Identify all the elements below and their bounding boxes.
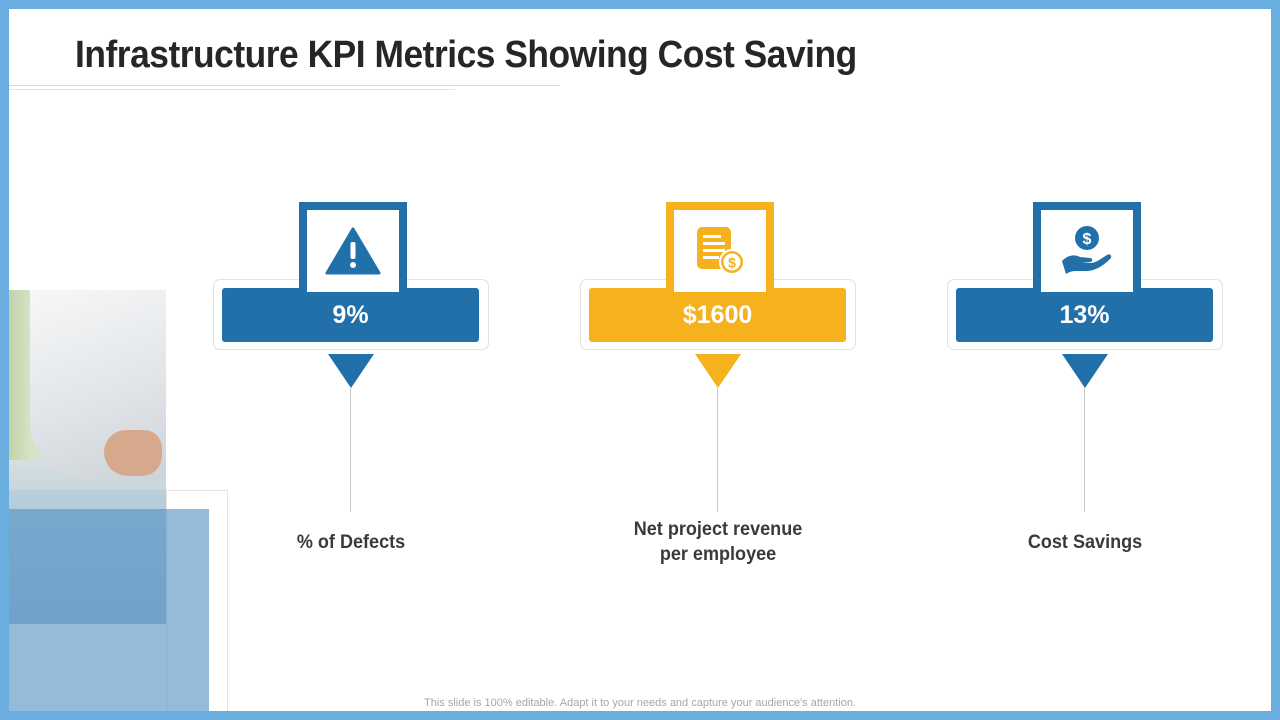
slide-footer-note: This slide is 100% editable. Adapt it to… [424,697,856,709]
kpi-value: 9% [332,300,369,329]
title-divider [0,85,560,86]
kpi-connector-line [1084,388,1085,512]
kpi-card-defects: 9% % of Defects [213,202,489,582]
warning-icon [325,227,381,275]
kpi-icon-box: $ [666,202,774,300]
kpi-label-line: Net project revenue [633,519,803,540]
svg-text:$: $ [1083,231,1092,248]
kpi-label: Net project revenue per employee [587,517,849,567]
kpi-label: Cost Savings [954,530,1216,555]
title-divider-secondary [0,89,455,90]
kpi-card-cost-savings: 13% $ Cost Savings [947,202,1223,582]
kpi-connector-line [350,388,351,512]
hand-dollar-icon: $ [1062,226,1112,274]
kpi-label-line: Cost Savings [1027,532,1143,553]
invoice-dollar-icon: $ [697,227,745,275]
kpi-pointer [1062,354,1108,388]
kpi-value-bar: 13% [956,288,1213,342]
kpi-label-line: % of Defects [296,532,406,553]
kpi-icon-box: $ [1033,202,1141,300]
slide-title: Infrastructure KPI Metrics Showing Cost … [75,34,857,76]
kpi-connector-line [717,388,718,512]
kpi-card-revenue: $1600 $ Net project revenue per employee [580,202,856,582]
kpi-pointer [328,354,374,388]
kpi-value: $1600 [682,300,753,329]
photo-hand [104,430,162,476]
svg-text:$: $ [728,255,736,271]
blue-overlay [0,509,209,720]
kpi-label: % of Defects [220,530,482,555]
kpi-pointer [695,354,741,388]
kpi-label-line: per employee [659,544,777,565]
kpi-icon-box [299,202,407,300]
kpi-value: 13% [1059,300,1110,329]
